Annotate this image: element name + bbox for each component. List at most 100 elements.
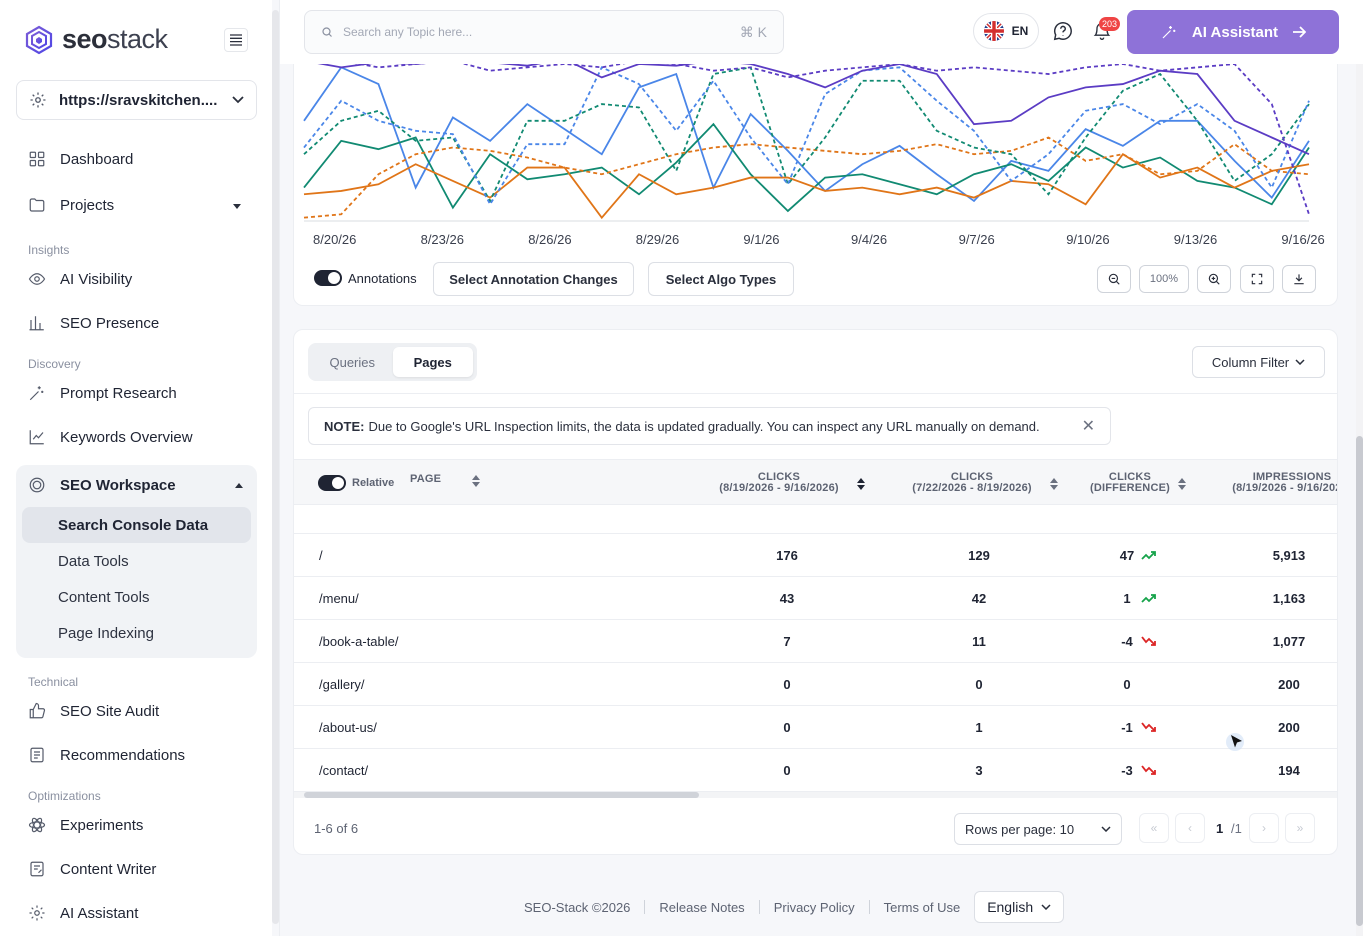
cell-clicks-previous: 1 [975, 720, 983, 735]
cell-page[interactable]: / [319, 548, 323, 563]
table-row[interactable]: / 176 129 47 5,913 [294, 534, 1337, 577]
footer-privacy-link[interactable]: Privacy Policy [773, 899, 855, 915]
col-clicks-difference[interactable]: CLICKS (DIFFERENCE) [1084, 472, 1176, 494]
cell-clicks-difference: -3 [1121, 763, 1133, 778]
trend-up-icon [1141, 551, 1156, 560]
nav-content-writer[interactable]: Content Writer [28, 860, 156, 878]
chevron-down-icon [1101, 826, 1111, 832]
select-annotation-changes-button[interactable]: Select Annotation Changes [433, 262, 634, 296]
table-row[interactable]: /book-a-table/7 11 -4 1,077 [294, 620, 1337, 663]
prev-page-button[interactable]: ‹ [1175, 813, 1205, 843]
brand-name-light: stack [107, 24, 168, 54]
cell-impressions: 200 [1278, 677, 1300, 692]
relative-toggle[interactable] [318, 475, 346, 491]
series-line-6 [317, 64, 1310, 156]
horizontal-scrollbar-thumb[interactable] [304, 792, 699, 798]
zoom-in-button[interactable] [1197, 265, 1231, 293]
url-inspection-note: NOTE: Due to Google's URL Inspection lim… [308, 407, 1111, 445]
trend-down-icon [1141, 765, 1156, 775]
sort-icon[interactable] [857, 477, 865, 491]
nav-keywords-overview-label: Keywords Overview [60, 428, 193, 446]
zoom-out-button[interactable] [1097, 265, 1131, 293]
nav-dashboard[interactable]: Dashboard [28, 150, 133, 168]
performance-chart-card: 8/20/26 8/23/26 8/26/26 8/29/26 9/1/26 9/4/26… [293, 64, 1338, 306]
x-tick-label: 8/20/26 [313, 232, 357, 247]
cell-page[interactable]: /menu/ [319, 591, 359, 606]
trend-down-icon [1141, 722, 1156, 732]
tab-queries[interactable]: Queries [329, 354, 376, 370]
caret-up-icon[interactable] [235, 483, 243, 488]
last-page-button[interactable]: » [1285, 813, 1315, 843]
annotations-toggle[interactable] [314, 270, 342, 286]
nav-ai-assistant[interactable]: AI Assistant [28, 904, 138, 922]
nav-seo-presence[interactable]: SEO Presence [28, 314, 159, 332]
x-tick-label: 9/4/26 [851, 232, 888, 247]
rows-per-page-select[interactable]: Rows per page: 10 [954, 813, 1122, 845]
sparkle-wand-icon [29, 386, 44, 401]
table-row[interactable]: /gallery/0 0 0 200 [294, 663, 1337, 706]
nav-recommendations[interactable]: Recommendations [28, 746, 185, 764]
col-impressions[interactable]: IMPRESSIONS (8/19/2026 - 9/16/2026) [1212, 472, 1337, 494]
nav-keywords-overview[interactable]: Keywords Overview [28, 428, 193, 446]
relative-toggle-group: Relative [318, 475, 394, 491]
search-icon [322, 27, 332, 37]
main-scrollbar-thumb[interactable] [1356, 436, 1363, 926]
logo[interactable]: seostack [24, 24, 168, 55]
table-row[interactable]: /menu/43 42 1 1,163 [294, 577, 1337, 620]
caret-down-icon[interactable] [233, 204, 241, 209]
next-page-button[interactable]: › [1249, 813, 1279, 843]
sort-icon[interactable] [1050, 477, 1058, 491]
nav-content-tools[interactable]: Content Tools [58, 588, 150, 606]
nav-page-indexing[interactable]: Page Indexing [58, 624, 154, 642]
trend-chart-icon [29, 430, 44, 445]
sidebar-scrollbar[interactable] [272, 10, 279, 924]
cell-page[interactable]: /contact/ [319, 763, 369, 778]
fullscreen-button[interactable] [1240, 265, 1274, 293]
nav-seo-site-audit[interactable]: SEO Site Audit [28, 702, 159, 720]
cell-clicks-difference: -4 [1121, 634, 1133, 649]
cell-page[interactable]: /about-us/ [319, 720, 377, 735]
nav-projects[interactable]: Projects [28, 196, 114, 214]
cell-clicks-difference: 0 [1123, 677, 1131, 692]
pagination-range: 1-6 of 6 [314, 821, 359, 836]
sidebar-divider [279, 0, 280, 936]
close-icon[interactable]: ✕ [1081, 418, 1095, 435]
sort-icon[interactable] [472, 474, 480, 488]
x-tick-label: 9/7/26 [958, 232, 995, 247]
help-icon[interactable] [1052, 20, 1074, 42]
search-placeholder: Search any Topic here... [343, 25, 473, 39]
cell-clicks-current: 176 [776, 548, 798, 563]
sidebar-toggle-button[interactable] [224, 28, 248, 52]
zoom-level[interactable]: 100% [1139, 265, 1189, 293]
download-button[interactable] [1282, 265, 1316, 293]
nav-experiments[interactable]: Experiments [28, 816, 143, 834]
cell-impressions: 1,163 [1272, 591, 1306, 606]
tab-pages[interactable]: Pages [392, 347, 473, 377]
first-page-button[interactable]: « [1139, 813, 1169, 843]
footer-language-select[interactable]: English [974, 891, 1065, 923]
language-selector[interactable]: EN [973, 13, 1039, 49]
horizontal-scrollbar-track[interactable] [294, 792, 1337, 798]
nav-search-console-data[interactable]: Search Console Data [22, 507, 251, 543]
cell-clicks-current: 0 [783, 677, 791, 692]
select-algo-types-button[interactable]: Select Algo Types [648, 262, 794, 296]
nav-prompt-research[interactable]: Prompt Research [28, 384, 177, 402]
cell-page[interactable]: /gallery/ [319, 677, 365, 692]
footer-terms-link[interactable]: Terms of Use [883, 899, 961, 915]
table-row[interactable]: /contact/0 3 -3 194 [294, 749, 1337, 792]
col-page[interactable]: PAGE [410, 473, 442, 485]
sort-icon[interactable] [1178, 477, 1186, 491]
column-filter-button[interactable]: Column Filter [1192, 346, 1325, 378]
nav-seo-workspace[interactable]: SEO Workspace [28, 476, 176, 494]
nav-ai-visibility[interactable]: AI Visibility [28, 270, 132, 288]
nav-data-tools[interactable]: Data Tools [58, 552, 129, 570]
col-clicks-current[interactable]: CLICKS (8/19/2026 - 9/16/2026) [699, 472, 859, 494]
col-clicks-previous[interactable]: CLICKS (7/22/2026 - 8/19/2026) [892, 472, 1052, 494]
footer-release-notes-link[interactable]: Release Notes [659, 899, 745, 915]
cell-page[interactable]: /book-a-table/ [319, 634, 399, 649]
site-selector[interactable]: https://sravskitchen.... [16, 80, 257, 120]
ai-assistant-button[interactable]: AI Assistant [1127, 10, 1339, 54]
col-clicks-current-title: CLICKS [757, 471, 801, 483]
table-row[interactable]: /about-us/0 1 -1 200 [294, 706, 1337, 749]
search-input[interactable]: Search any Topic here... ⌘ K [304, 10, 784, 54]
